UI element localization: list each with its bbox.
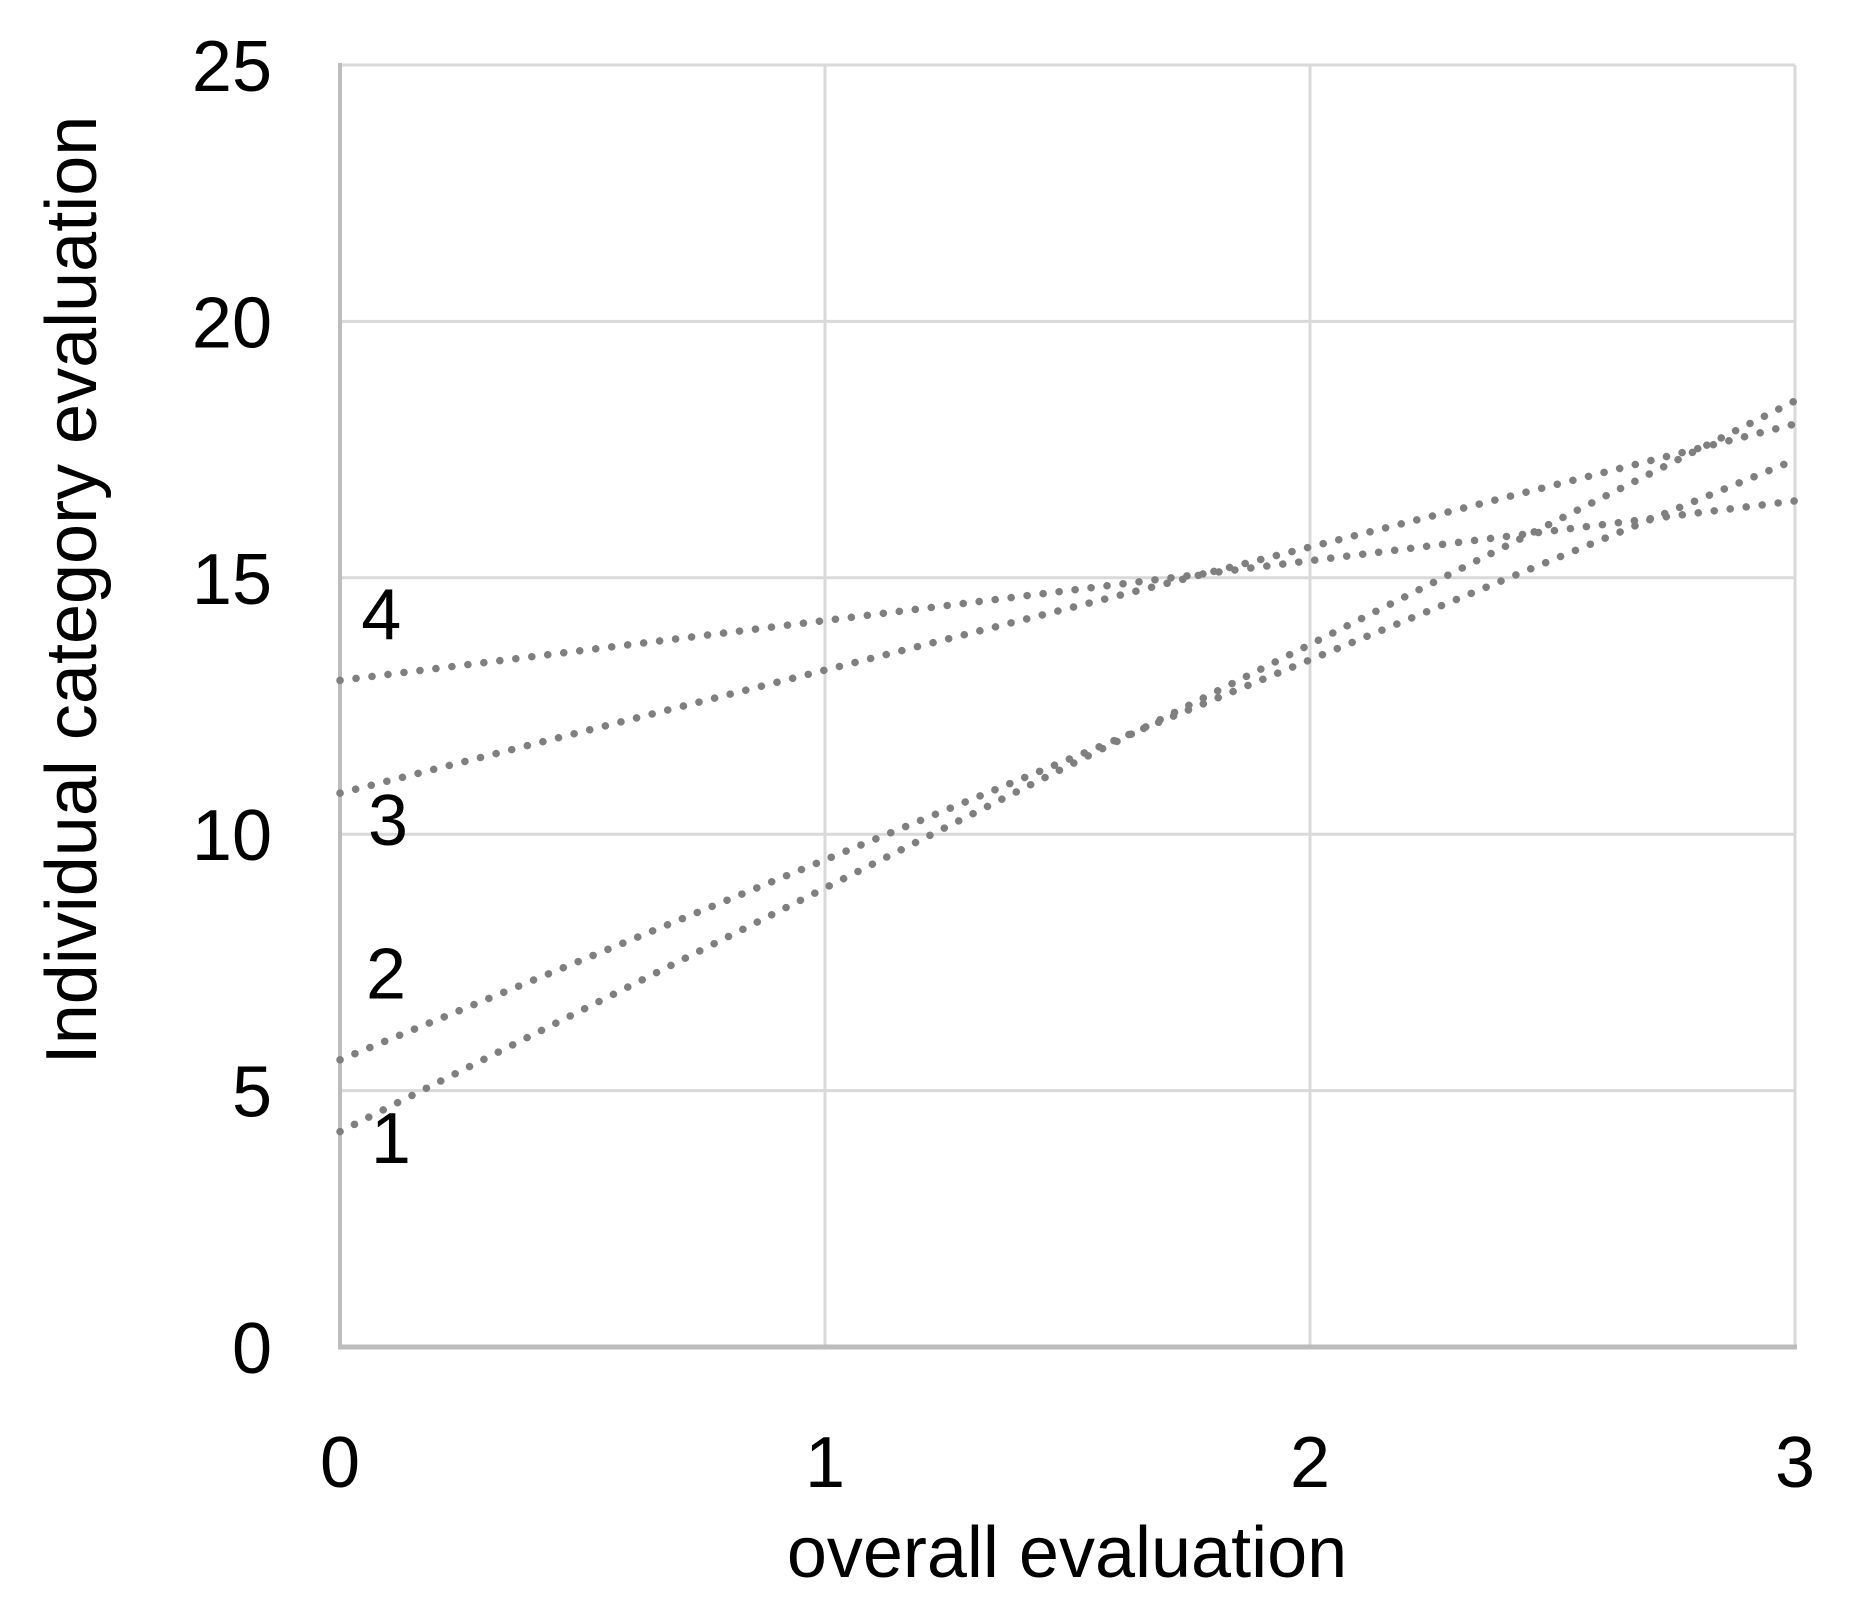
y-tick-label-25: 25 bbox=[192, 27, 272, 107]
tick-labels: 0 5 10 15 20 25 0 1 2 3 bbox=[192, 27, 1815, 1503]
axis-lines bbox=[338, 63, 1797, 1350]
x-tick-label-2: 2 bbox=[1290, 1423, 1330, 1503]
y-tick-label-0: 0 bbox=[232, 1309, 272, 1389]
x-axis-title: overall evaluation bbox=[787, 1513, 1347, 1593]
y-tick-label-10: 10 bbox=[192, 796, 272, 876]
series-label-1: 1 bbox=[371, 1099, 411, 1179]
series-dotted-line-4 bbox=[336, 497, 1799, 685]
y-tick-label-15: 15 bbox=[192, 540, 272, 620]
gridlines bbox=[340, 63, 1797, 1347]
series-dotted-line-2 bbox=[336, 456, 1799, 1064]
series-dotted-line-1 bbox=[336, 397, 1799, 1136]
x-tick-label-0: 0 bbox=[320, 1423, 360, 1503]
x-tick-label-3: 3 bbox=[1775, 1423, 1815, 1503]
data-series bbox=[336, 397, 1799, 1136]
series-label-3: 3 bbox=[368, 781, 408, 861]
y-tick-label-5: 5 bbox=[232, 1053, 272, 1133]
y-tick-label-20: 20 bbox=[192, 283, 272, 363]
y-axis-title: Individual category evaluation bbox=[32, 116, 112, 1065]
series-labels: 1 2 3 4 bbox=[361, 576, 411, 1179]
series-label-4: 4 bbox=[361, 576, 401, 656]
series-dotted-line-3 bbox=[336, 420, 1799, 797]
series-label-2: 2 bbox=[366, 935, 406, 1015]
x-tick-label-1: 1 bbox=[805, 1423, 845, 1503]
